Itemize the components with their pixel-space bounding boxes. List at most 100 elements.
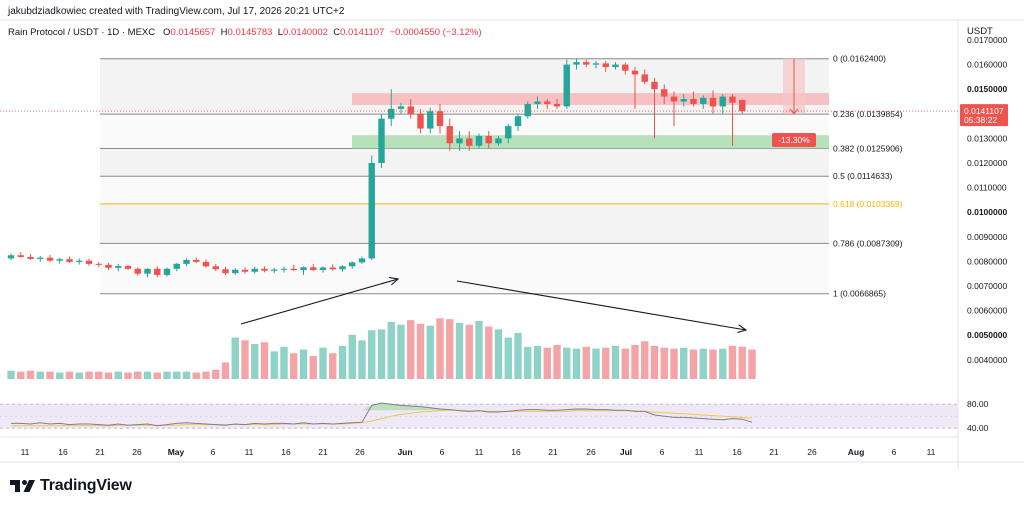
time-tick-label: 6 [892,447,897,457]
volume-bar [348,334,356,379]
candle-body [115,266,122,268]
volume-bar [114,371,122,379]
candle-body [534,101,541,104]
price-axis[interactable]: 0.01700000.01600000.01500000.01400000.01… [0,35,1008,365]
volume-bar [329,353,337,379]
high-label: H [220,27,228,38]
volume-bar [738,346,746,379]
candle-body [729,96,736,103]
volume-bar [309,356,317,379]
volume-bar [377,329,386,379]
trend-arrow-head [389,276,400,286]
volume-bar [26,370,35,379]
volume-bar [368,330,376,379]
volume-bar [689,349,698,379]
candle-body [319,267,327,271]
trend-arrows[interactable] [240,276,748,334]
volume-bar [641,341,649,379]
volume-bar [670,348,678,379]
rsi-line [11,402,753,427]
volume-bar [221,362,230,379]
candle-body [56,259,63,261]
volume-bar [709,349,717,379]
candle-body [700,97,707,104]
volume-bar [582,346,590,379]
countdown-label: 05:38:22 [964,115,997,125]
candle-body [183,259,190,264]
tradingview-logo-text: TradingView [40,477,132,494]
rsi-lower-label: 40.00 [967,423,989,433]
price-range-measure[interactable]: -13.30% [772,58,816,147]
price-tick-label: 0.0170000 [967,35,1007,45]
candle-body [300,267,307,271]
close-label: C [333,27,341,38]
tradingview-logo[interactable]: TradingView [10,477,132,495]
candle-body [17,255,24,257]
fib-band [100,148,829,177]
volume-bar [46,371,54,379]
volume-bar [231,337,239,379]
candle-body [436,111,444,127]
price-tick-label: 0.0070000 [967,281,1007,291]
time-tick-label: 11 [245,447,254,457]
candle-body [592,63,600,65]
candle-body [417,113,424,129]
rsi-band [0,404,958,429]
candle-body [466,138,473,146]
volume-bar [85,371,93,379]
trend-arrow-line [456,280,747,331]
volume-bar [143,371,152,379]
candle-body [709,97,717,107]
time-tick-label: 11 [475,447,484,457]
fib-band [100,203,829,244]
measure-label: -13.30% [778,135,810,145]
trend-arrow-line [240,278,399,325]
candle-body [37,257,44,259]
fib-level-label: 0.236 (0.0139854) [833,109,903,119]
symbol-ohlc-legend: Rain Protocol / USDT · 1D · MEXC O0.0145… [8,27,481,38]
price-tick-label: 0.0080000 [967,256,1007,266]
candle-body [251,268,258,272]
volume-bar [7,370,15,379]
candle-body [378,118,385,163]
volume-bar [280,346,288,379]
fib-level-label: 1 (0.0066865) [833,289,886,299]
candle-body [446,126,453,144]
price-tick-label: 0.0150000 [967,84,1007,94]
candle-body [134,268,141,274]
candle-body [670,96,678,102]
candle-body [427,111,434,129]
rsi-upper-label: 80.00 [967,399,989,409]
time-tick-label: 26 [355,447,365,457]
change-value: −0.0004550 (−3.12%) [389,27,482,38]
candle-body [46,257,54,261]
volume-bar [572,348,581,379]
volume-bar [485,326,493,379]
candle-body [690,99,697,104]
candle-body [241,269,249,272]
candle-body [349,262,356,267]
volume-bar [436,318,444,379]
price-tick-label: 0.0160000 [967,60,1007,70]
time-axis[interactable]: 11 16 21 26 May 6 11 16 21 26 Jun 6 11 16 21 26 Jul 6 11 16… [21,447,936,457]
price-tick-label: 0.0120000 [967,158,1007,168]
fibonacci-retracement[interactable]: 0 (0.0162400) 0.236 (0.0139854) 0.382 (0.0… [100,54,903,299]
open-label: O [163,27,171,38]
volume-bar [728,345,737,379]
volume-bar [65,371,74,379]
volume-bar [56,372,64,379]
time-tick-label: 11 [695,447,704,457]
volume-bar [319,347,327,379]
volume-bar [251,344,259,379]
candle-body [397,106,405,109]
candle-body [163,268,171,275]
fib-level-label: 0.382 (0.0125906) [833,143,903,153]
volume-bar [104,372,113,379]
price-tick-label: 0.0090000 [967,232,1007,242]
candle-body [310,267,317,271]
volume-bar [563,347,571,379]
candle-body [232,269,239,274]
volume-bar [660,347,668,379]
measure-arrow [789,108,799,115]
